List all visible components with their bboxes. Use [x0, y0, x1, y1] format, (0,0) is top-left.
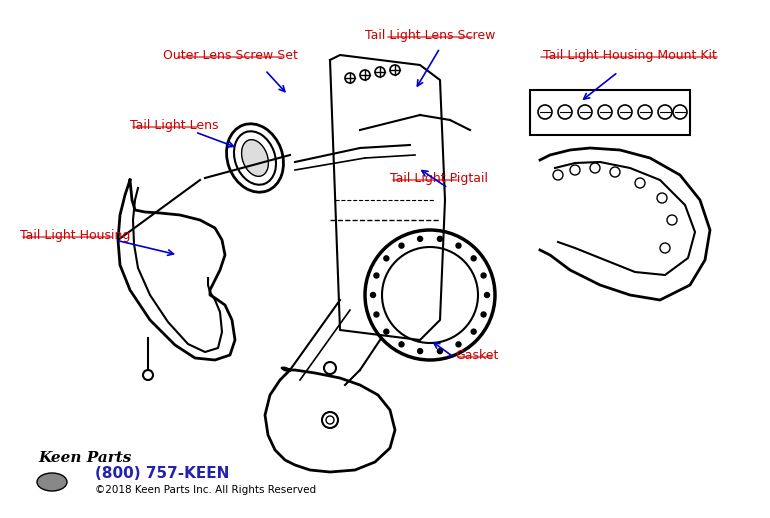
- Circle shape: [417, 349, 423, 354]
- Text: Gasket: Gasket: [455, 349, 498, 362]
- Circle shape: [383, 256, 389, 261]
- Text: (800) 757-KEEN: (800) 757-KEEN: [95, 466, 229, 481]
- Circle shape: [417, 236, 423, 241]
- Circle shape: [481, 273, 486, 278]
- Circle shape: [437, 236, 443, 241]
- Circle shape: [456, 342, 461, 347]
- Text: Tail Light Housing Mount Kit: Tail Light Housing Mount Kit: [543, 49, 717, 62]
- Circle shape: [484, 293, 490, 297]
- Circle shape: [481, 312, 486, 317]
- Circle shape: [374, 273, 379, 278]
- Text: Keen Parts: Keen Parts: [38, 451, 132, 465]
- Text: Tail Light Housing: Tail Light Housing: [20, 228, 130, 241]
- Circle shape: [399, 243, 404, 248]
- Circle shape: [471, 256, 476, 261]
- Circle shape: [370, 293, 376, 297]
- Text: Tail Light Lens Screw: Tail Light Lens Screw: [365, 28, 495, 41]
- Circle shape: [374, 312, 379, 317]
- Text: Outer Lens Screw Set: Outer Lens Screw Set: [162, 49, 297, 62]
- Circle shape: [456, 243, 461, 248]
- Circle shape: [437, 349, 443, 354]
- Circle shape: [399, 342, 404, 347]
- Ellipse shape: [242, 140, 269, 176]
- Ellipse shape: [37, 473, 67, 491]
- Circle shape: [383, 329, 389, 334]
- Circle shape: [471, 329, 476, 334]
- Text: ©2018 Keen Parts Inc. All Rights Reserved: ©2018 Keen Parts Inc. All Rights Reserve…: [95, 485, 316, 495]
- Text: Tail Light Lens: Tail Light Lens: [130, 119, 219, 132]
- Text: Tail Light Pigtail: Tail Light Pigtail: [390, 171, 488, 184]
